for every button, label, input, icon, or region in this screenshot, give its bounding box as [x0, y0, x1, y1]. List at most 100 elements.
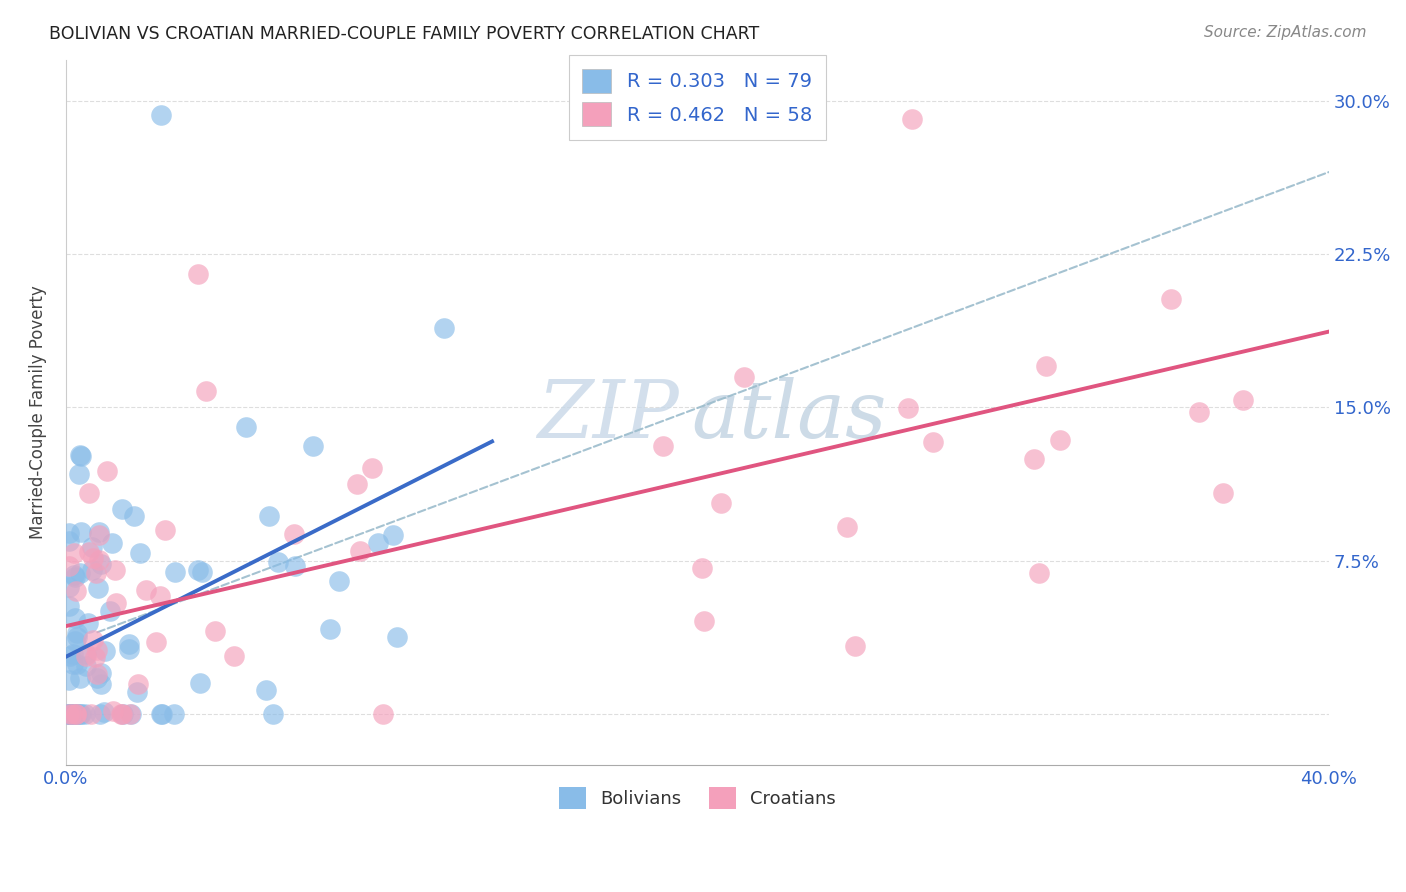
Point — [58, 559, 80, 574]
Point — [67, 467, 90, 481]
Point — [86, 581, 108, 595]
Point — [267, 555, 290, 569]
Point — [433, 321, 456, 335]
Point — [87, 553, 110, 567]
Point — [1232, 392, 1254, 407]
Point — [150, 707, 173, 722]
Point — [1049, 433, 1071, 447]
Y-axis label: Married-Couple Family Poverty: Married-Couple Family Poverty — [30, 285, 46, 540]
Point — [65, 583, 87, 598]
Point — [257, 508, 280, 523]
Point — [65, 707, 87, 722]
Point — [129, 546, 152, 560]
Point — [87, 524, 110, 539]
Point — [69, 671, 91, 685]
Point — [66, 657, 89, 671]
Point — [187, 268, 209, 282]
Point — [122, 509, 145, 524]
Point — [837, 520, 859, 534]
Point — [62, 647, 84, 661]
Point — [254, 683, 277, 698]
Point — [118, 637, 141, 651]
Point — [93, 705, 115, 719]
Point — [80, 563, 103, 577]
Point — [96, 464, 118, 478]
Point — [60, 707, 83, 722]
Point — [58, 525, 80, 540]
Point — [89, 557, 111, 571]
Point — [235, 420, 257, 434]
Point — [302, 439, 325, 453]
Point — [165, 566, 187, 580]
Point — [65, 570, 87, 584]
Point — [104, 563, 127, 577]
Point — [188, 675, 211, 690]
Point — [58, 580, 80, 594]
Point — [90, 666, 112, 681]
Point — [149, 589, 172, 603]
Point — [67, 707, 90, 722]
Point — [58, 534, 80, 549]
Point — [844, 639, 866, 653]
Point — [127, 677, 149, 691]
Point — [65, 707, 87, 722]
Point — [80, 540, 103, 554]
Point — [89, 707, 111, 722]
Point — [195, 384, 218, 398]
Point — [346, 477, 368, 491]
Point — [901, 112, 924, 126]
Point — [120, 707, 142, 722]
Point — [65, 707, 87, 722]
Point — [62, 657, 84, 671]
Point — [87, 528, 110, 542]
Point — [69, 524, 91, 539]
Point — [103, 704, 125, 718]
Legend: Bolivians, Croatians: Bolivians, Croatians — [551, 780, 844, 816]
Point — [371, 707, 394, 722]
Text: BOLIVIAN VS CROATIAN MARRIED-COUPLE FAMILY POVERTY CORRELATION CHART: BOLIVIAN VS CROATIAN MARRIED-COUPLE FAMI… — [49, 25, 759, 43]
Point — [59, 707, 82, 722]
Point — [111, 707, 134, 722]
Point — [58, 707, 80, 722]
Point — [63, 611, 86, 625]
Point — [82, 551, 104, 566]
Point — [58, 707, 80, 722]
Point — [897, 401, 920, 415]
Point — [153, 523, 176, 537]
Point — [1160, 292, 1182, 306]
Point — [63, 568, 86, 582]
Point — [204, 624, 226, 639]
Point — [66, 625, 89, 640]
Point — [69, 566, 91, 581]
Point — [86, 642, 108, 657]
Point — [283, 527, 305, 541]
Point — [84, 566, 107, 580]
Point — [59, 707, 82, 722]
Point — [59, 707, 82, 722]
Point — [86, 671, 108, 685]
Point — [111, 501, 134, 516]
Point — [1035, 359, 1057, 373]
Point — [118, 707, 141, 722]
Point — [75, 648, 97, 662]
Text: atlas: atlas — [690, 377, 886, 455]
Point — [80, 707, 103, 722]
Point — [651, 439, 673, 453]
Point — [149, 108, 172, 122]
Point — [100, 536, 122, 550]
Point — [110, 707, 132, 722]
Point — [135, 582, 157, 597]
Point — [360, 461, 382, 475]
Point — [733, 369, 755, 384]
Point — [75, 649, 97, 664]
Text: ZIP: ZIP — [537, 377, 678, 455]
Point — [69, 449, 91, 463]
Text: Source: ZipAtlas.com: Source: ZipAtlas.com — [1204, 25, 1367, 40]
Point — [58, 599, 80, 613]
Point — [1028, 566, 1050, 581]
Point — [163, 707, 186, 722]
Point — [262, 707, 284, 722]
Point — [710, 496, 733, 510]
Point — [367, 535, 389, 549]
Point — [63, 707, 86, 722]
